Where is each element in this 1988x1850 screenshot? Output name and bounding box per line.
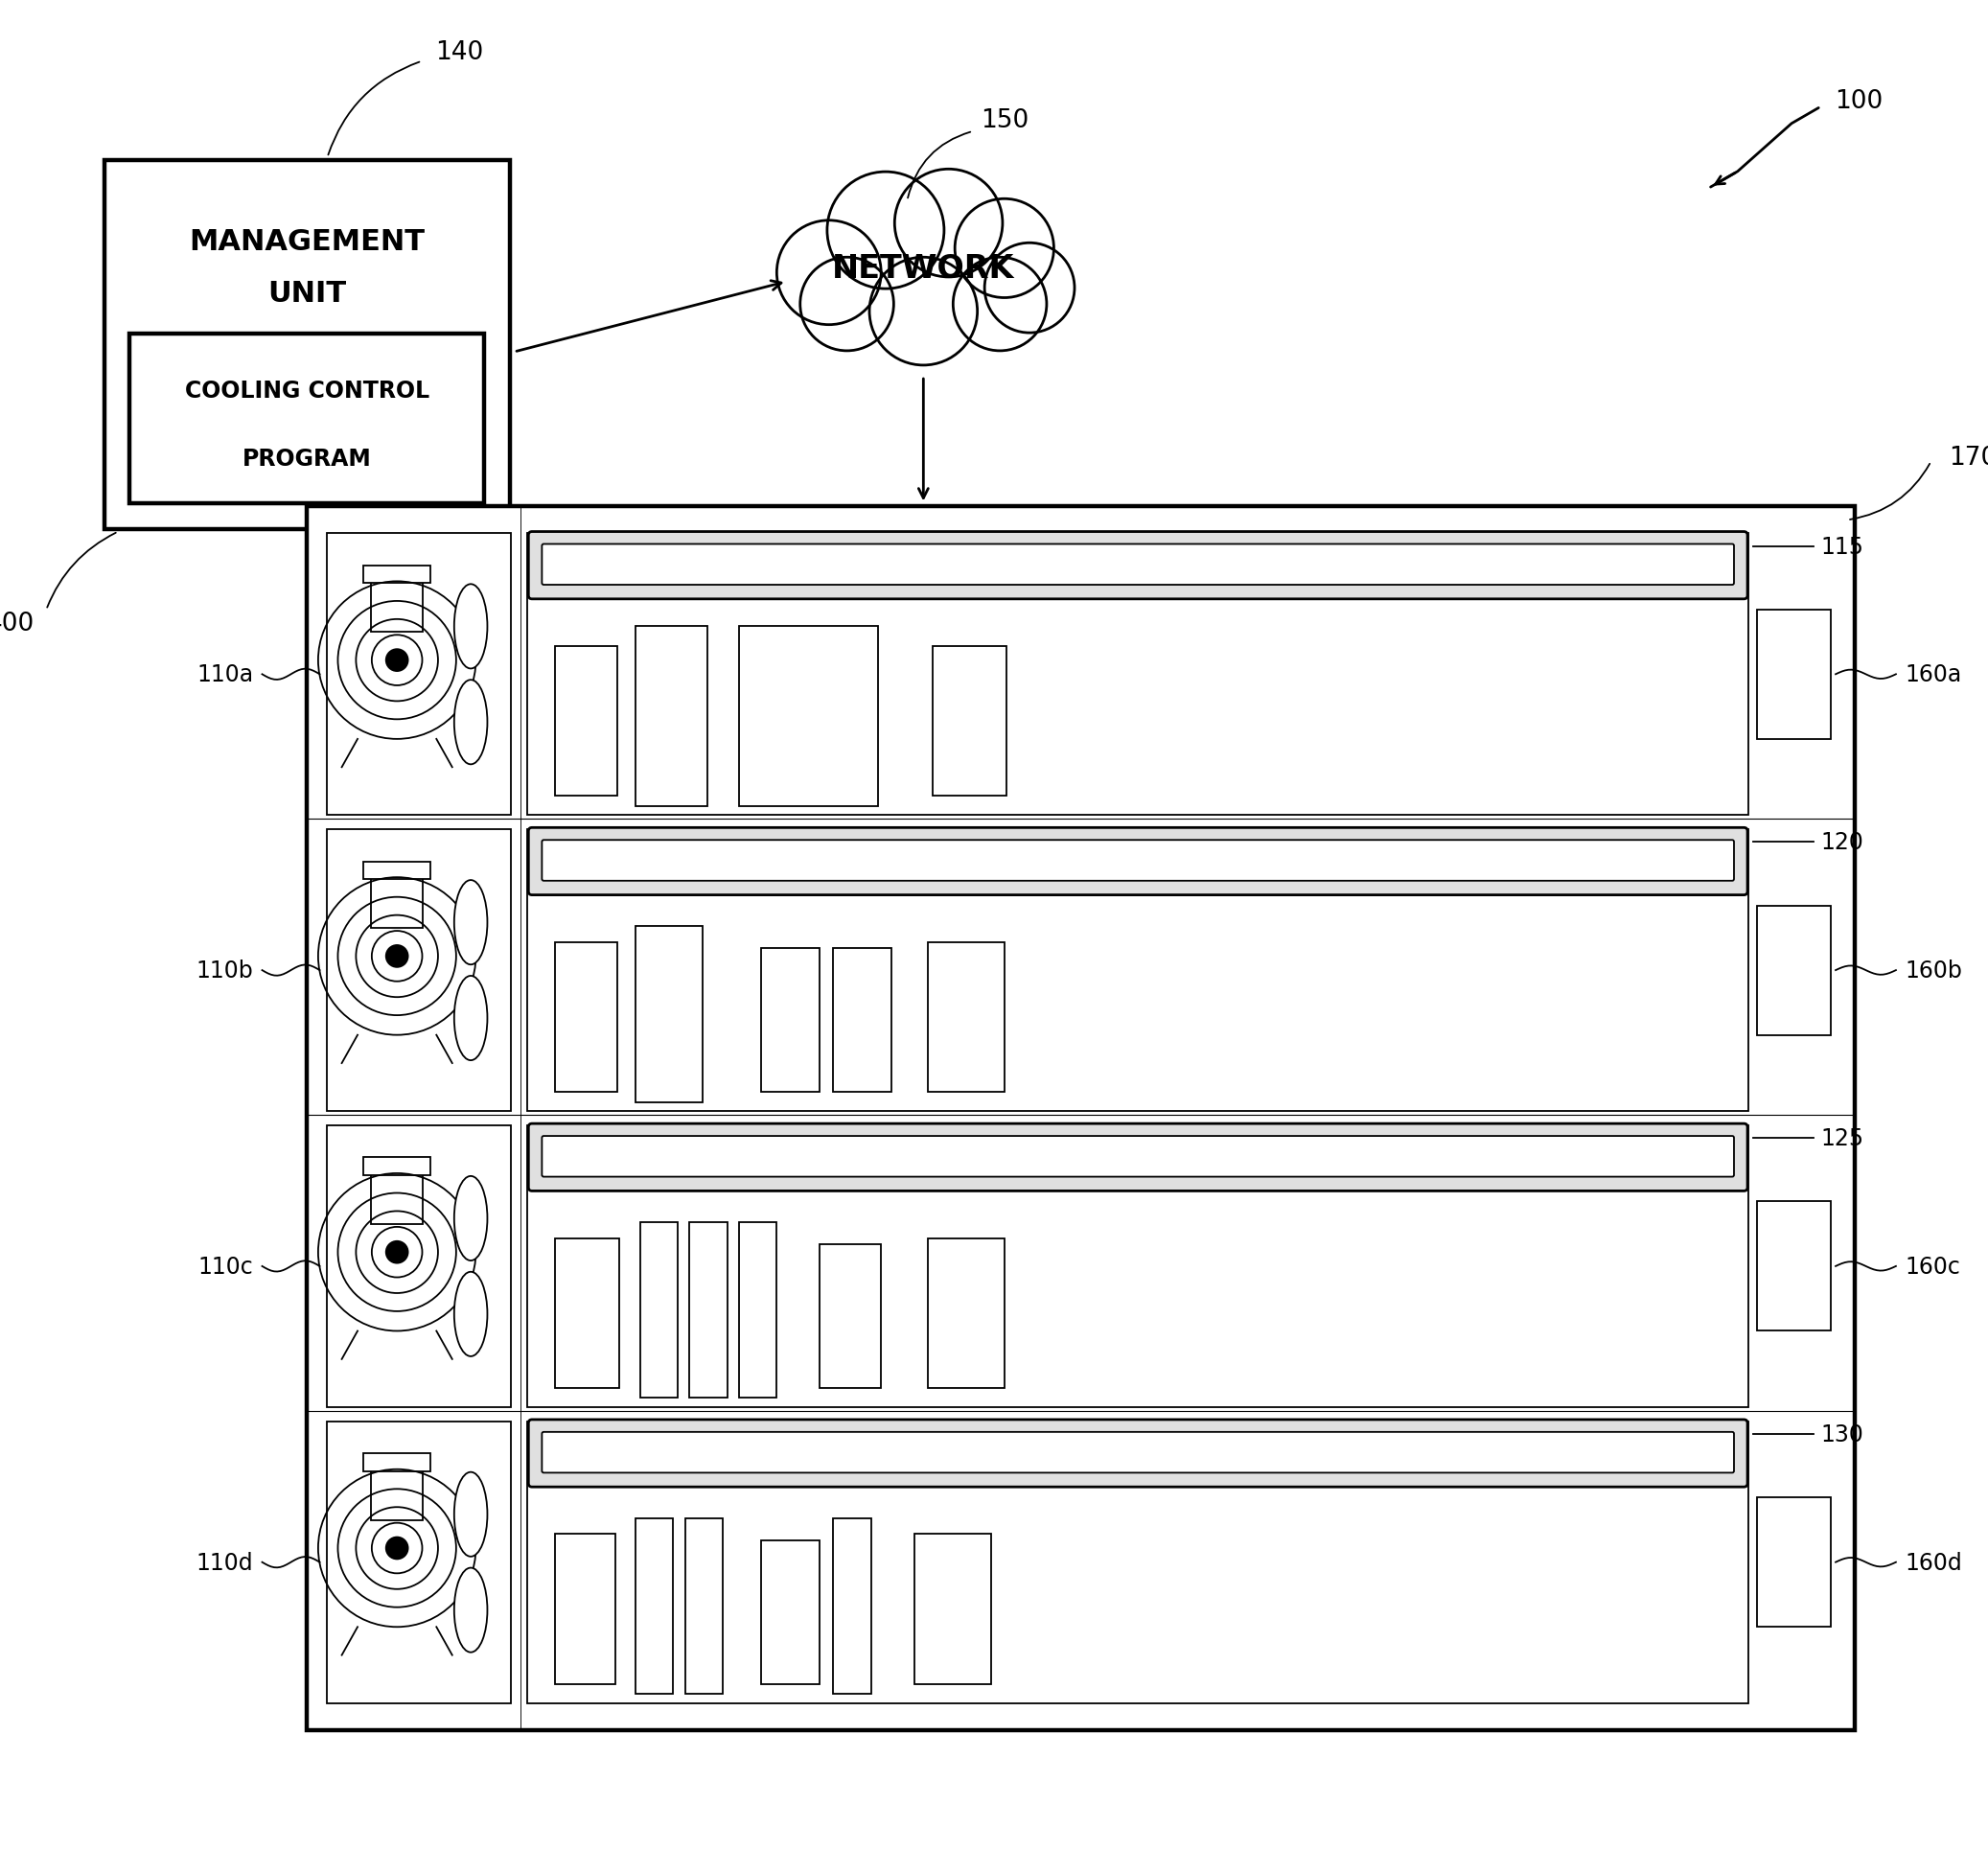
FancyBboxPatch shape — [326, 1421, 511, 1704]
Circle shape — [952, 257, 1046, 352]
Circle shape — [386, 1241, 410, 1264]
Text: 150: 150 — [980, 107, 1028, 133]
Text: 160b: 160b — [1905, 958, 1962, 982]
FancyBboxPatch shape — [326, 1125, 511, 1408]
FancyBboxPatch shape — [833, 1519, 871, 1695]
FancyBboxPatch shape — [364, 862, 431, 879]
Ellipse shape — [453, 977, 487, 1060]
FancyBboxPatch shape — [543, 544, 1734, 585]
Text: MANAGEMENT: MANAGEMENT — [189, 228, 425, 255]
FancyBboxPatch shape — [932, 648, 1006, 797]
FancyBboxPatch shape — [740, 1223, 777, 1399]
FancyBboxPatch shape — [761, 1541, 819, 1684]
Text: PROGRAM: PROGRAM — [243, 448, 372, 470]
Text: 120: 120 — [1821, 831, 1863, 855]
FancyBboxPatch shape — [833, 949, 893, 1092]
Text: 110b: 110b — [197, 958, 252, 982]
FancyBboxPatch shape — [364, 566, 431, 583]
FancyBboxPatch shape — [372, 877, 423, 929]
FancyBboxPatch shape — [527, 535, 1747, 816]
FancyBboxPatch shape — [326, 535, 511, 816]
Text: 110d: 110d — [197, 1550, 252, 1574]
FancyBboxPatch shape — [686, 1519, 724, 1695]
FancyBboxPatch shape — [819, 1245, 881, 1388]
Ellipse shape — [453, 1177, 487, 1262]
Ellipse shape — [453, 881, 487, 966]
FancyBboxPatch shape — [543, 1432, 1734, 1473]
Text: 125: 125 — [1821, 1127, 1863, 1151]
FancyBboxPatch shape — [636, 927, 704, 1103]
Circle shape — [799, 257, 895, 352]
FancyBboxPatch shape — [306, 507, 1855, 1730]
Ellipse shape — [453, 681, 487, 764]
Text: 160c: 160c — [1905, 1254, 1960, 1278]
Text: 140: 140 — [435, 41, 483, 65]
FancyBboxPatch shape — [372, 1469, 423, 1521]
FancyBboxPatch shape — [529, 1419, 1747, 1487]
FancyBboxPatch shape — [636, 1519, 674, 1695]
FancyBboxPatch shape — [928, 1238, 1004, 1388]
Circle shape — [386, 945, 410, 968]
Text: COOLING CONTROL: COOLING CONTROL — [185, 379, 429, 401]
FancyBboxPatch shape — [1757, 1497, 1831, 1626]
Text: NETWORK: NETWORK — [833, 253, 1014, 285]
FancyBboxPatch shape — [372, 583, 423, 633]
Text: 115: 115 — [1821, 535, 1863, 559]
FancyBboxPatch shape — [372, 1173, 423, 1225]
Ellipse shape — [453, 1473, 487, 1556]
Circle shape — [777, 222, 881, 326]
Circle shape — [895, 170, 1002, 278]
FancyBboxPatch shape — [640, 1223, 678, 1399]
FancyBboxPatch shape — [740, 627, 879, 807]
FancyBboxPatch shape — [1757, 610, 1831, 740]
FancyBboxPatch shape — [129, 335, 485, 505]
Circle shape — [386, 1535, 410, 1560]
FancyBboxPatch shape — [636, 627, 708, 807]
Text: 170: 170 — [1948, 446, 1988, 470]
FancyBboxPatch shape — [527, 1421, 1747, 1704]
FancyBboxPatch shape — [928, 942, 1004, 1091]
FancyBboxPatch shape — [529, 1125, 1747, 1191]
FancyBboxPatch shape — [364, 1454, 431, 1471]
FancyBboxPatch shape — [529, 829, 1747, 895]
Text: 400: 400 — [0, 612, 34, 636]
Ellipse shape — [453, 1569, 487, 1652]
FancyBboxPatch shape — [527, 831, 1747, 1112]
FancyBboxPatch shape — [527, 1125, 1747, 1408]
FancyBboxPatch shape — [1757, 1202, 1831, 1332]
Circle shape — [869, 257, 978, 366]
FancyBboxPatch shape — [914, 1534, 990, 1684]
FancyBboxPatch shape — [761, 949, 819, 1092]
Ellipse shape — [453, 1273, 487, 1356]
Text: 110a: 110a — [197, 664, 252, 686]
Ellipse shape — [453, 585, 487, 670]
FancyBboxPatch shape — [555, 1238, 620, 1388]
FancyBboxPatch shape — [326, 831, 511, 1112]
FancyBboxPatch shape — [690, 1223, 728, 1399]
FancyBboxPatch shape — [364, 1158, 431, 1175]
FancyBboxPatch shape — [1757, 906, 1831, 1036]
Circle shape — [386, 649, 410, 673]
FancyBboxPatch shape — [543, 840, 1734, 881]
Circle shape — [827, 172, 944, 289]
Text: 130: 130 — [1821, 1423, 1863, 1445]
Text: 160d: 160d — [1905, 1550, 1962, 1574]
FancyBboxPatch shape — [529, 533, 1747, 599]
Circle shape — [984, 244, 1076, 333]
FancyBboxPatch shape — [105, 161, 509, 529]
FancyBboxPatch shape — [555, 942, 618, 1091]
Text: 110c: 110c — [197, 1254, 252, 1278]
Circle shape — [954, 200, 1054, 298]
Text: 100: 100 — [1835, 89, 1883, 115]
FancyBboxPatch shape — [555, 648, 618, 797]
FancyBboxPatch shape — [543, 1136, 1734, 1177]
Text: 160a: 160a — [1905, 664, 1962, 686]
Text: UNIT: UNIT — [268, 279, 346, 307]
FancyBboxPatch shape — [555, 1534, 616, 1684]
